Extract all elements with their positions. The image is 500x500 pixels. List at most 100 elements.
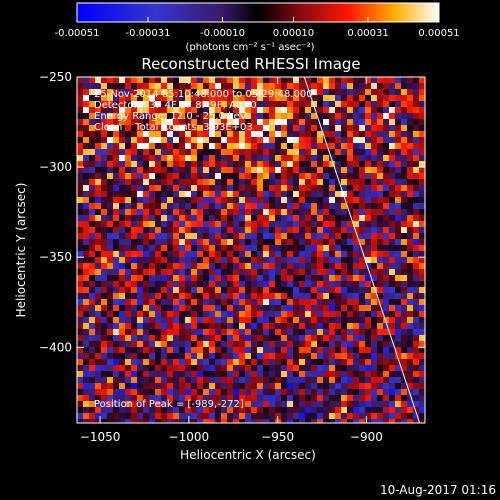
heatmap-cell	[89, 113, 96, 120]
heatmap-cell	[251, 329, 258, 336]
heatmap-cell	[113, 89, 120, 96]
heatmap-cell	[245, 143, 252, 150]
heatmap-cell	[419, 329, 425, 336]
heatmap-cell	[299, 335, 306, 342]
heatmap-cell	[203, 311, 210, 318]
heatmap-cell	[245, 185, 252, 192]
heatmap-cell	[311, 401, 318, 408]
heatmap-cell	[371, 413, 378, 420]
heatmap-cell	[137, 131, 144, 138]
heatmap-cell	[197, 221, 204, 228]
heatmap-cell	[251, 233, 258, 240]
heatmap-cell	[113, 173, 120, 180]
heatmap-cell	[365, 95, 372, 102]
heatmap-cell	[353, 329, 360, 336]
heatmap-cell	[365, 329, 372, 336]
heatmap-cell	[269, 311, 276, 318]
heatmap-cell	[275, 89, 282, 96]
heatmap-cell	[335, 305, 342, 312]
heatmap-cell	[293, 335, 300, 342]
heatmap-cell	[353, 107, 360, 114]
heatmap-cell	[269, 137, 276, 144]
heatmap-cell	[395, 263, 402, 270]
heatmap-cell	[407, 365, 414, 372]
heatmap-cell	[329, 353, 336, 360]
heatmap-cell	[203, 365, 210, 372]
heatmap-cell	[239, 221, 246, 228]
heatmap-cell	[95, 353, 102, 360]
heatmap-cell	[413, 203, 420, 210]
heatmap-cell	[137, 251, 144, 258]
heatmap-cell	[407, 407, 414, 414]
heatmap-cell	[179, 119, 186, 126]
heatmap-cell	[347, 245, 354, 252]
heatmap-cell	[215, 101, 222, 108]
heatmap-cell	[239, 77, 246, 84]
heatmap-cell	[263, 377, 270, 384]
heatmap-cell	[179, 281, 186, 288]
heatmap-cell	[131, 251, 138, 258]
heatmap-cell	[191, 377, 198, 384]
heatmap-cell	[161, 95, 168, 102]
heatmap-cell	[377, 155, 384, 162]
heatmap-cell	[263, 143, 270, 150]
heatmap-cell	[281, 113, 288, 120]
heatmap-cell	[407, 137, 414, 144]
heatmap-cell	[83, 335, 90, 342]
heatmap-cell	[341, 287, 348, 294]
heatmap-cell	[401, 347, 408, 354]
heatmap-cell	[377, 341, 384, 348]
heatmap-cell	[227, 101, 234, 108]
heatmap-cell	[131, 227, 138, 234]
heatmap-cell	[413, 287, 420, 294]
heatmap-cell	[329, 263, 336, 270]
heatmap-cell	[143, 407, 150, 414]
heatmap-cell	[389, 101, 396, 108]
heatmap-cell	[287, 263, 294, 270]
heatmap-cell	[209, 215, 216, 222]
heatmap-cell	[353, 179, 360, 186]
heatmap-cell	[83, 137, 90, 144]
heatmap-cell	[233, 323, 240, 330]
heatmap-cell	[413, 251, 420, 258]
heatmap-cell	[401, 83, 408, 90]
heatmap-cell	[101, 305, 108, 312]
heatmap-cell	[179, 77, 186, 84]
heatmap-cell	[101, 299, 108, 306]
heatmap-cell	[365, 293, 372, 300]
heatmap-cell	[179, 257, 186, 264]
heatmap-cell	[143, 191, 150, 198]
heatmap-cell	[95, 95, 102, 102]
heatmap-cell	[251, 347, 258, 354]
heatmap-cell	[407, 347, 414, 354]
heatmap-cell	[341, 149, 348, 156]
heatmap-cell	[329, 299, 336, 306]
heatmap-cell	[275, 173, 282, 180]
heatmap-cell	[317, 311, 324, 318]
heatmap-cell	[209, 125, 216, 132]
heatmap-cell	[95, 83, 102, 90]
heatmap-cell	[413, 221, 420, 228]
heatmap-cell	[89, 233, 96, 240]
heatmap-cell	[293, 239, 300, 246]
heatmap-cell	[173, 233, 180, 240]
heatmap-cell	[113, 347, 120, 354]
heatmap-cell	[95, 299, 102, 306]
heatmap-cell	[341, 359, 348, 366]
heatmap-cell	[365, 167, 372, 174]
heatmap-cell	[137, 305, 144, 312]
heatmap-cell	[245, 107, 252, 114]
heatmap-cell	[341, 167, 348, 174]
heatmap-cell	[119, 377, 126, 384]
heatmap-cell	[275, 275, 282, 282]
heatmap-cell	[173, 107, 180, 114]
heatmap-cell	[341, 245, 348, 252]
heatmap-cell	[407, 293, 414, 300]
heatmap-cell	[311, 197, 318, 204]
heatmap-cell	[305, 209, 312, 216]
heatmap-cell	[293, 197, 300, 204]
annotation-energy-range: Energy Range: 12.0 - 25.0 keV	[94, 111, 247, 122]
heatmap-cell	[371, 173, 378, 180]
heatmap-cell	[77, 149, 84, 156]
heatmap-cell	[119, 407, 126, 414]
